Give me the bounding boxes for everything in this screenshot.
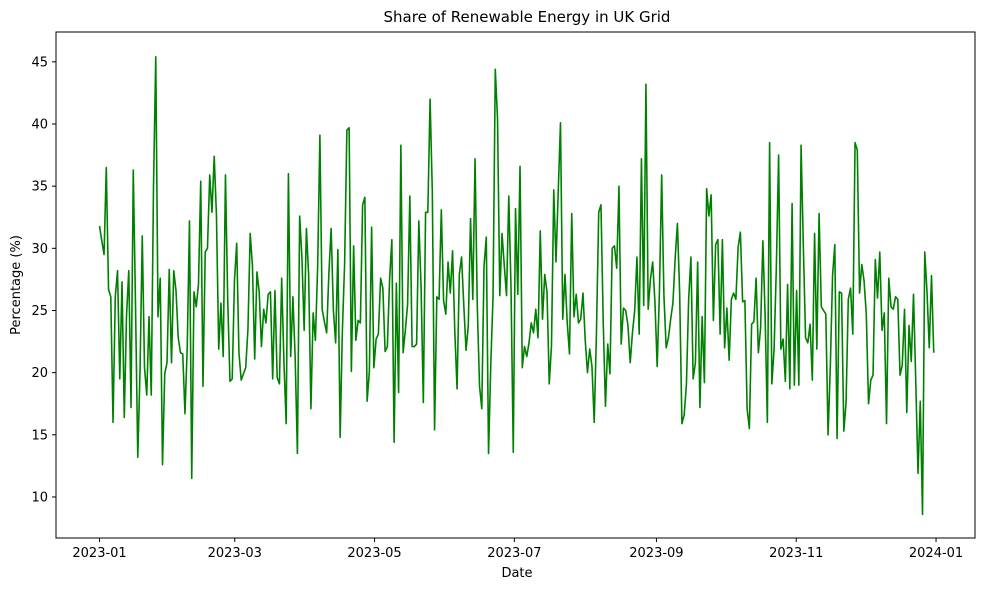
y-tick-label: 25: [31, 304, 48, 319]
y-tick-label: 35: [31, 180, 48, 195]
y-tick-label: 10: [31, 490, 48, 505]
x-axis-ticks: 2023-01 2023-03 2023-05 2023-07 2023-09 2023-…: [72, 538, 963, 561]
y-tick-label: 20: [31, 366, 48, 381]
plot-background: [56, 32, 989, 538]
y-axis-title: Percentage (%): [9, 235, 24, 335]
series-line: [98, 56, 935, 516]
plot-area: [56, 32, 989, 538]
x-tick-label: 2023-01: [72, 546, 126, 561]
y-tick-label: 30: [31, 242, 48, 257]
chart-title: Share of Renewable Energy in UK Grid: [384, 8, 671, 26]
plot-frame: [55, 31, 976, 539]
x-tick-label: 2023-11: [769, 546, 823, 561]
x-tick-label: 2023-05: [347, 546, 401, 561]
x-tick-label: 2023-09: [629, 546, 683, 561]
x-tick-label: 2023-07: [487, 546, 541, 561]
x-tick-label: 2024-01: [909, 546, 963, 561]
y-tick-label: 45: [31, 55, 48, 70]
y-axis-ticks: 10 15 20 25 30 35 40 45: [31, 55, 56, 505]
y-tick-label: 15: [31, 428, 48, 443]
x-tick-label: 2023-03: [208, 546, 262, 561]
x-axis-title: Date: [501, 566, 532, 581]
y-tick-label: 40: [31, 118, 48, 133]
